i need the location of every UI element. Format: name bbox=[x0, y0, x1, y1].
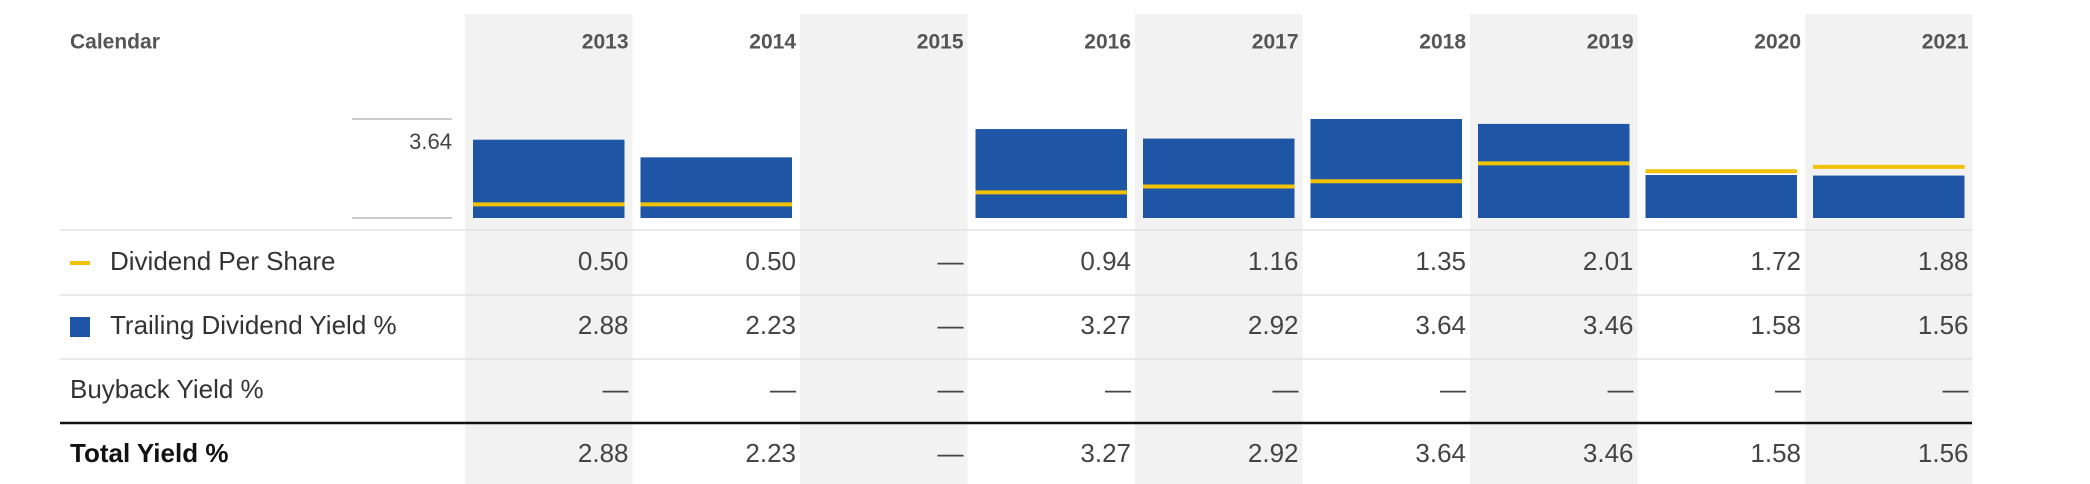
column-shade bbox=[1135, 14, 1303, 484]
bar bbox=[1143, 138, 1295, 218]
bar bbox=[1813, 175, 1965, 218]
column-shade bbox=[465, 14, 633, 484]
cell-value: 1.56 bbox=[1918, 438, 1969, 468]
column-header: 2017 bbox=[1252, 31, 1299, 54]
cell-value: — bbox=[1105, 374, 1131, 404]
cell-value: 2.23 bbox=[745, 438, 796, 468]
legend-icon bbox=[70, 317, 90, 337]
cell-value: 3.46 bbox=[1583, 438, 1634, 468]
y-tick-label: 3.64 bbox=[409, 129, 452, 154]
header-label: Calendar bbox=[70, 31, 160, 54]
row-label: Trailing Dividend Yield % bbox=[110, 310, 397, 340]
row-label: Dividend Per Share bbox=[110, 246, 335, 276]
column-header: 2013 bbox=[582, 31, 629, 54]
cell-value: 3.46 bbox=[1583, 310, 1634, 340]
cell-value: 2.01 bbox=[1583, 246, 1634, 276]
column-shade bbox=[800, 14, 968, 484]
cell-value: — bbox=[1943, 374, 1969, 404]
cell-value: 2.92 bbox=[1248, 310, 1299, 340]
column-header: 2014 bbox=[749, 31, 796, 54]
column-header: 2021 bbox=[1922, 31, 1969, 54]
cell-value: 1.56 bbox=[1918, 310, 1969, 340]
column-header: 2015 bbox=[917, 31, 964, 54]
cell-value: — bbox=[770, 374, 796, 404]
cell-value: 0.50 bbox=[578, 246, 629, 276]
column-header: 2019 bbox=[1587, 31, 1634, 54]
row-label: Total Yield % bbox=[70, 438, 228, 468]
column-header: 2020 bbox=[1754, 31, 1801, 54]
row-label: Buyback Yield % bbox=[70, 374, 264, 404]
cell-value: 1.58 bbox=[1750, 310, 1801, 340]
cell-value: 2.23 bbox=[745, 310, 796, 340]
cell-value: — bbox=[938, 310, 964, 340]
cell-value: 0.94 bbox=[1080, 246, 1131, 276]
bar bbox=[1478, 123, 1630, 218]
cell-value: 2.92 bbox=[1248, 438, 1299, 468]
cell-value: — bbox=[1608, 374, 1634, 404]
cell-value: 1.16 bbox=[1248, 246, 1299, 276]
bar bbox=[1310, 119, 1462, 218]
cell-value: 1.88 bbox=[1918, 246, 1969, 276]
cell-value: 2.88 bbox=[578, 310, 629, 340]
cell-value: — bbox=[938, 246, 964, 276]
column-shade bbox=[1805, 14, 1973, 484]
cell-value: 3.64 bbox=[1415, 438, 1466, 468]
cell-value: 3.27 bbox=[1080, 438, 1131, 468]
cell-value: 1.58 bbox=[1750, 438, 1801, 468]
cell-value: — bbox=[1775, 374, 1801, 404]
cell-value: 1.35 bbox=[1415, 246, 1466, 276]
cell-value: 3.64 bbox=[1415, 310, 1466, 340]
cell-value: — bbox=[1273, 374, 1299, 404]
cell-value: — bbox=[1440, 374, 1466, 404]
cell-value: — bbox=[938, 438, 964, 468]
cell-value: 0.50 bbox=[745, 246, 796, 276]
cell-value: 1.72 bbox=[1750, 246, 1801, 276]
cell-value: — bbox=[603, 374, 629, 404]
bar bbox=[975, 129, 1127, 218]
cell-value: — bbox=[938, 374, 964, 404]
bar bbox=[640, 157, 792, 218]
bar bbox=[1645, 175, 1797, 218]
cell-value: 3.27 bbox=[1080, 310, 1131, 340]
column-header: 2016 bbox=[1084, 31, 1131, 54]
column-header: 2018 bbox=[1419, 31, 1466, 54]
cell-value: 2.88 bbox=[578, 438, 629, 468]
column-shade bbox=[1470, 14, 1638, 484]
